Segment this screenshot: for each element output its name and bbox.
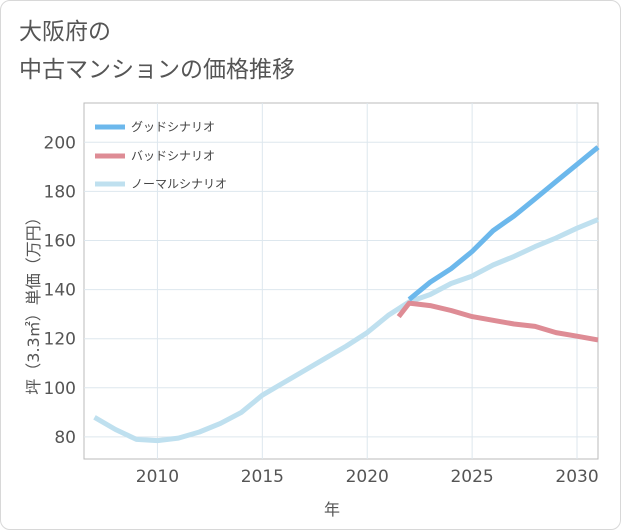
x-tick-label: 2020 [346,467,389,487]
series-line-good [407,145,600,302]
y-tick-label: 200 [44,133,76,153]
legend-label-normal: ノーマルシナリオ [131,177,227,191]
x-axis-title: 年 [324,500,340,519]
legend-label-bad: バッドシナリオ [131,149,215,163]
legend-label-good: グッドシナリオ [131,120,215,134]
x-tick-label: 2010 [136,467,179,487]
chart-title: 大阪府の 中古マンションの価格推移 [19,13,295,89]
gridlines [84,103,598,459]
y-tick-labels: 80 100 120 140 160 180 200 [44,133,76,448]
series-line-normal [93,217,599,444]
y-tick-label: 100 [44,379,76,399]
y-tick-label: 80 [54,428,76,448]
y-axis-title: 坪（3.3㎡）単価（万円） [24,209,43,394]
series-lines [93,145,600,444]
plot-area [83,102,599,460]
y-tick-label: 120 [44,330,76,350]
y-tick-label: 160 [44,231,76,251]
x-tick-label: 2015 [241,467,284,487]
y-tick-label: 180 [44,182,76,202]
chart-title-line-2: 中古マンションの価格推移 [19,57,295,83]
series-line-bad [396,300,599,343]
x-tick-label: 2030 [555,467,598,487]
x-tick-labels: 2010 2015 2020 2025 2030 [136,467,599,487]
x-tick-label: 2025 [450,467,493,487]
y-tick-label: 140 [44,281,76,301]
legend: グッドシナリオ バッドシナリオ ノーマルシナリオ [95,120,227,191]
chart-title-line-1: 大阪府の [19,19,111,45]
